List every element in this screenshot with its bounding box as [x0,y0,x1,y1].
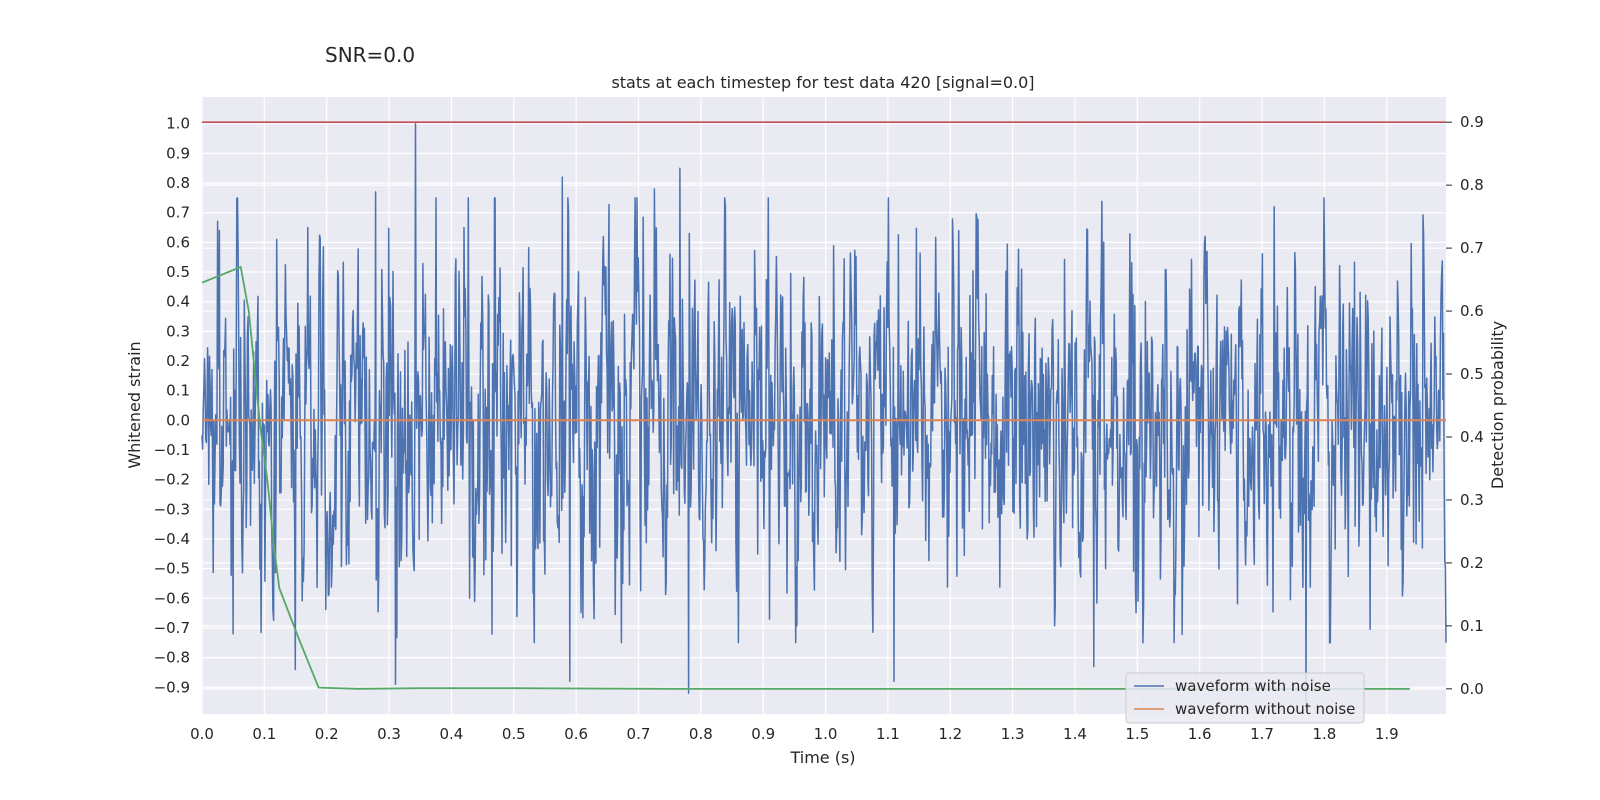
legend: waveform with noise waveform without noi… [1125,672,1365,724]
y-tick-right-label: 0.0 [1460,680,1484,698]
y-tick-left-label: 0.0 [166,411,190,429]
y-tick-left-label: 0.3 [166,322,190,340]
x-tick-label: 1.5 [1125,725,1149,743]
legend-label-noise: waveform with noise [1175,677,1331,695]
x-tick-label: 1.6 [1188,725,1212,743]
y-tick-left-label: 0.8 [166,174,190,192]
x-tick-label: 0.0 [190,725,214,743]
y-tick-left-label: −0.6 [154,589,190,607]
y-tick-right-label: 0.7 [1460,239,1484,257]
y-tick-right-label: 0.3 [1460,491,1484,509]
y-tick-left-label: 0.4 [166,293,190,311]
y-tick-left-label: −0.4 [154,530,190,548]
y-tick-right-label: 0.9 [1460,113,1484,131]
x-tick-label: 1.1 [876,725,900,743]
y-axis-label-left: Whitened strain [125,341,144,468]
y-tick-left-label: −0.2 [154,471,190,489]
y-tick-right-label: 0.6 [1460,302,1484,320]
chart-title: stats at each timestep for test data 420… [611,73,1034,92]
y-tick-right-label: 0.1 [1460,617,1484,635]
y-tick-left-label: −0.9 [154,678,190,696]
series-waveform-with-noise [201,122,1447,703]
y-tick-left-label: 0.7 [166,204,190,222]
x-tick-label: 0.2 [315,725,339,743]
x-tick-label: 1.9 [1375,725,1399,743]
legend-label-clean: waveform without noise [1175,700,1355,718]
y-tick-right-label: 0.4 [1460,428,1484,446]
x-axis-label: Time (s) [789,748,855,767]
x-tick-label: 1.8 [1312,725,1336,743]
x-tick-label: 0.4 [439,725,463,743]
x-tick-label: 0.9 [751,725,775,743]
y-tick-left-label: −0.3 [154,500,190,518]
x-tick-label: 0.5 [502,725,526,743]
series-detection-probability [201,265,1410,690]
y-tick-left-label: −0.7 [154,619,190,637]
x-tick-label: 1.0 [814,725,838,743]
y-tick-left-label: −0.8 [154,649,190,667]
x-tick-label: 0.1 [252,725,276,743]
legend-box [1125,672,1365,724]
snr-label: SNR=0.0 [325,43,415,67]
y-tick-left-label: 0.9 [166,144,190,162]
y-tick-right-label: 0.8 [1460,176,1484,194]
x-tick-label: 1.3 [1001,725,1025,743]
x-tick-label: 1.7 [1250,725,1274,743]
series-layer [201,121,1447,703]
y-tick-left-label: 0.6 [166,233,190,251]
x-tick-label: 0.3 [377,725,401,743]
x-tick-label: 1.2 [938,725,962,743]
y-tick-left-label: −0.5 [154,560,190,578]
y-tick-right-label: 0.5 [1460,365,1484,383]
y-tick-right-label: 0.2 [1460,554,1484,572]
x-tick-label: 1.4 [1063,725,1087,743]
y-tick-left-label: 0.5 [166,263,190,281]
y-tick-left-label: −0.1 [154,441,190,459]
y-tick-left-label: 0.2 [166,352,190,370]
y-tick-left-label: 0.1 [166,382,190,400]
y-tick-left-label: 1.0 [166,115,190,133]
x-tick-label: 0.6 [564,725,588,743]
x-tick-label: 0.7 [627,725,651,743]
left-axis-ticks: 1.0 0.9 0.8 0.7 0.6 0.5 0.4 0.3 0.2 0.1 0.0 −0.1 −0.… [154,115,190,697]
x-tick-label: 0.8 [689,725,713,743]
right-axis-ticks: 0.9 0.8 0.7 0.6 0.5 0.4 0.3 0.2 0.1 0.0 [1446,113,1484,698]
x-axis-ticks: 0.0 0.1 0.2 0.3 0.4 0.5 0.6 0.7 0.8 0.9 1.0 1.1 1.2 1… [190,725,1399,743]
y-axis-label-right: Detection probability [1488,321,1507,489]
